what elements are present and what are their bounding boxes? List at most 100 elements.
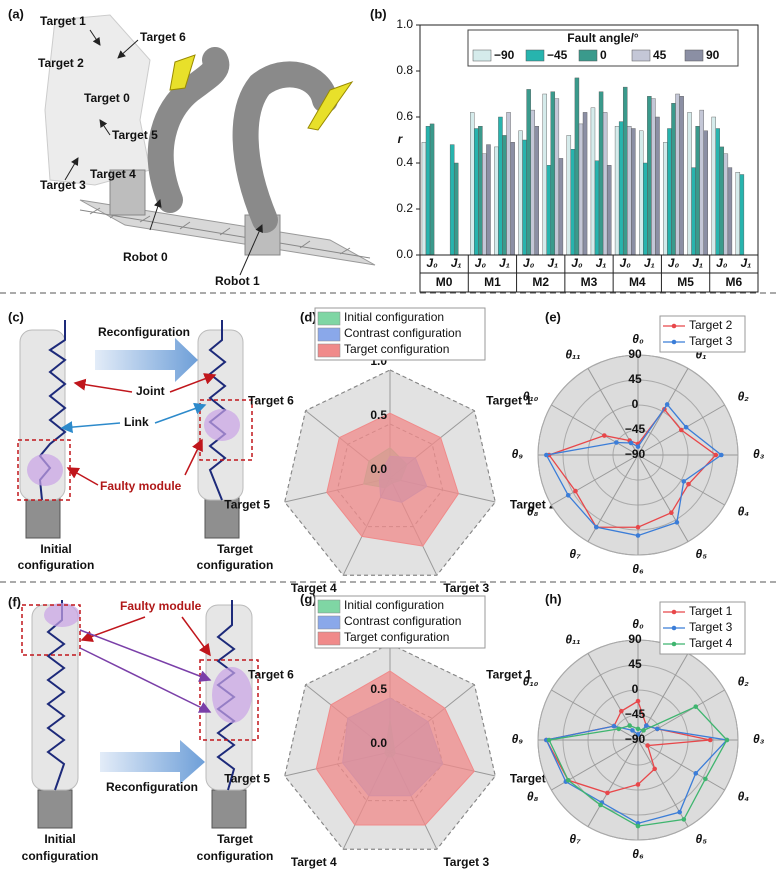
axis-label: θ₀ — [632, 617, 644, 631]
legend-swatch — [578, 49, 598, 62]
bar — [558, 158, 564, 256]
axis-label: θ₇ — [569, 547, 581, 561]
bar — [614, 125, 620, 256]
panel-label: (c) — [8, 309, 24, 324]
legend-label: 0 — [600, 48, 607, 62]
x-tick-label: J₁ — [692, 256, 703, 270]
bar — [502, 135, 507, 256]
axis-label: θ₅ — [696, 547, 708, 561]
bar — [647, 96, 652, 256]
point — [683, 424, 689, 430]
link-label: Link — [124, 415, 149, 429]
point — [565, 777, 571, 783]
r-tick-label: 90 — [628, 632, 642, 646]
bar — [606, 165, 612, 256]
panel-label: (a) — [8, 6, 24, 21]
legend-label: Target 3 — [689, 620, 733, 634]
r-tick-label: 0 — [632, 682, 639, 696]
point — [635, 698, 641, 704]
r-tick-label: −45 — [625, 422, 646, 436]
legend-frame — [314, 307, 486, 361]
axis-label: Target 6 — [248, 667, 294, 681]
r-tick-label: 0 — [632, 397, 639, 411]
legend-label: Target 2 — [689, 318, 733, 332]
legend-label: −90 — [494, 48, 515, 62]
axis-label: Target 3 — [443, 581, 489, 595]
axis-label: Target 4 — [291, 855, 337, 869]
axis-label: θ₅ — [696, 832, 708, 846]
point — [544, 452, 549, 458]
legend-title: Fault angle/° — [567, 31, 639, 45]
point — [693, 771, 699, 776]
area — [326, 412, 459, 547]
group-label: M0 — [436, 275, 453, 289]
group-label: M6 — [726, 275, 743, 289]
bar — [622, 86, 628, 256]
legend-swatch — [317, 599, 341, 614]
bar — [643, 162, 648, 256]
point — [703, 776, 708, 782]
bar — [574, 77, 580, 256]
axis-label: Target 1 — [486, 667, 532, 681]
y-tick-label: 1.0 — [396, 17, 413, 31]
joint-label: Joint — [136, 384, 165, 398]
point — [635, 732, 641, 737]
x-tick-label: J₁ — [451, 256, 462, 270]
robot-label: Robot 0 — [123, 250, 168, 264]
x-tick-label: J₀ — [475, 256, 487, 270]
point — [644, 723, 649, 728]
bar — [522, 139, 527, 256]
axis-label: Target 5 — [224, 772, 270, 786]
point — [677, 809, 682, 815]
legend-label: 90 — [706, 48, 720, 62]
fault-label: Faulty module — [120, 599, 202, 613]
axis-label: Target 5 — [224, 498, 270, 512]
legend-swatch — [317, 631, 341, 646]
legend-marker — [671, 641, 677, 647]
legend-swatch — [631, 49, 651, 62]
spoke — [637, 454, 689, 542]
bar — [663, 142, 668, 256]
axis-label: θ₇ — [569, 832, 581, 846]
axis-label: θ₈ — [527, 505, 539, 519]
bar — [703, 130, 708, 256]
r-tick-label: 0.0 — [370, 462, 387, 476]
bar — [429, 123, 435, 256]
point — [686, 481, 691, 487]
r-tick-label: 0.5 — [370, 682, 387, 696]
caption: Target — [217, 542, 253, 556]
bar — [570, 148, 576, 256]
legend-label: Target 1 — [689, 604, 733, 618]
bar — [534, 125, 539, 256]
axis-label: θ₃ — [753, 732, 765, 746]
point — [602, 433, 607, 438]
y-tick-label: 0.2 — [396, 201, 413, 215]
bar — [627, 125, 632, 256]
legend-label: Target configuration — [344, 342, 449, 356]
bar — [453, 162, 459, 256]
arrow-label: Reconfiguration — [98, 325, 190, 339]
caption: configuration — [197, 558, 274, 572]
legend-swatch — [317, 311, 341, 326]
legend-label: Target 4 — [689, 636, 733, 650]
bar — [602, 112, 608, 256]
target-label: Target 1 — [40, 14, 86, 28]
caption: configuration — [197, 849, 274, 863]
fault-label: Faulty module — [100, 479, 182, 493]
legend-label: −45 — [547, 48, 568, 62]
y-tick-label: 0.6 — [396, 109, 413, 123]
bar — [671, 102, 676, 256]
axis-label: Target 4 — [291, 581, 337, 595]
arrow-label: Reconfiguration — [106, 780, 198, 794]
point — [724, 737, 730, 743]
x-tick-label: J₁ — [596, 256, 607, 270]
axis-label: Target 3 — [443, 855, 489, 869]
caption: configuration — [18, 558, 95, 572]
point — [635, 444, 641, 449]
point — [627, 723, 632, 728]
point — [645, 743, 650, 748]
axis-label: θ₆ — [632, 847, 644, 861]
legend-marker — [671, 323, 677, 329]
bar — [530, 109, 535, 256]
